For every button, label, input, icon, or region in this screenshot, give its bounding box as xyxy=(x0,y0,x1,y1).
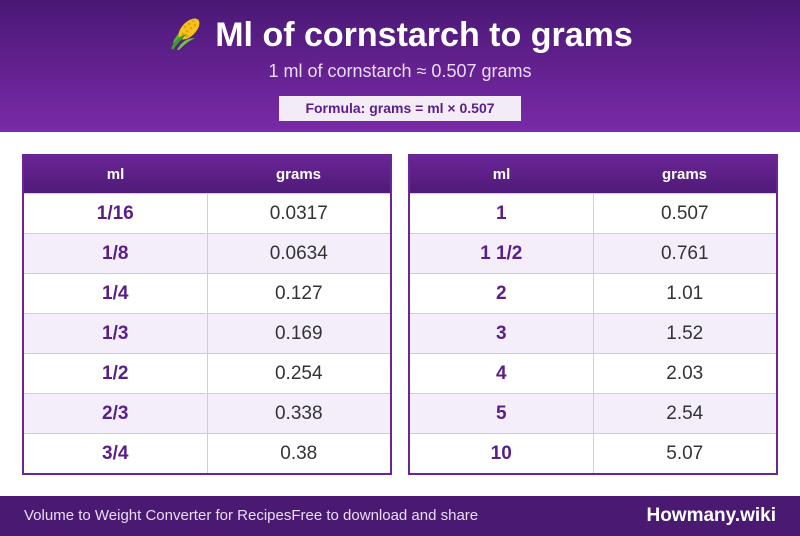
conversion-table-right: ml grams 1 0.507 1 1/2 0.761 2 1.01 3 1.52 4… xyxy=(408,154,778,475)
table-row: 1 1/2 0.761 xyxy=(410,233,776,273)
column-header-ml: ml xyxy=(106,166,125,183)
grams-cell: 0.0634 xyxy=(269,243,328,264)
grams-cell: 0.761 xyxy=(660,243,709,264)
grams-cell: 2.54 xyxy=(666,403,704,424)
ml-cell: 5 xyxy=(410,394,594,433)
table-row: 3/4 0.38 xyxy=(24,433,390,473)
column-header-grams: grams xyxy=(275,166,322,183)
grams-cell: 0.127 xyxy=(274,283,323,304)
table-row: 1/4 0.127 xyxy=(24,273,390,313)
subtitle: 1 ml of cornstarch ≈ 0.507 grams xyxy=(268,61,532,81)
conversion-table-left: ml grams 1/16 0.0317 1/8 0.0634 1/4 0.127 1… xyxy=(22,154,392,475)
grams-cell: 1.01 xyxy=(666,283,704,304)
grams-cell: 2.03 xyxy=(666,363,704,384)
ml-cell: 1/3 xyxy=(24,314,208,353)
column-header-grams: grams xyxy=(661,166,708,183)
footer: Volume to Weight Converter for RecipesFr… xyxy=(0,496,800,536)
table-row: 1/2 0.254 xyxy=(24,353,390,393)
table-row: 2 1.01 xyxy=(410,273,776,313)
ml-cell: 10 xyxy=(410,434,594,473)
table-row: 1 0.507 xyxy=(410,193,776,233)
ml-cell: 1/8 xyxy=(24,234,208,273)
table-row: 2/3 0.338 xyxy=(24,393,390,433)
ml-cell: 1/16 xyxy=(24,194,208,233)
ml-cell: 2/3 xyxy=(24,394,208,433)
table-row: 4 2.03 xyxy=(410,353,776,393)
table-row: 5 2.54 xyxy=(410,393,776,433)
column-header-ml: ml xyxy=(492,166,511,183)
footer-tagline: Free to download and share xyxy=(291,507,479,524)
grams-cell: 5.07 xyxy=(666,443,704,464)
footer-description-text: Volume to Weight Converter for Recipes xyxy=(24,507,292,524)
table-row: 10 5.07 xyxy=(410,433,776,473)
ml-cell: 3 xyxy=(410,314,594,353)
grams-cell: 0.507 xyxy=(660,203,709,224)
title-text: Ml of cornstarch to grams xyxy=(215,16,633,54)
ml-cell: 2 xyxy=(410,274,594,313)
grams-cell: 0.338 xyxy=(274,403,323,424)
grams-cell: 0.169 xyxy=(274,323,323,344)
grams-cell: 0.0317 xyxy=(269,203,328,224)
ml-cell: 1 xyxy=(410,194,594,233)
formula-badge: Formula: grams = ml × 0.507 xyxy=(279,96,521,121)
table-row: 1/16 0.0317 xyxy=(24,193,390,233)
ml-cell: 1 1/2 xyxy=(410,234,594,273)
table-row: 1/8 0.0634 xyxy=(24,233,390,273)
grams-cell: 0.38 xyxy=(280,443,318,464)
page-title: Ml of cornstarch to grams xyxy=(0,12,800,57)
grams-cell: 1.52 xyxy=(666,323,704,344)
ml-cell: 1/4 xyxy=(24,274,208,313)
ml-cell: 4 xyxy=(410,354,594,393)
table-header: ml grams xyxy=(410,156,776,193)
ml-cell: 3/4 xyxy=(24,434,208,473)
table-row: 1/3 0.169 xyxy=(24,313,390,353)
corn-icon xyxy=(171,18,200,50)
table-row: 3 1.52 xyxy=(410,313,776,353)
footer-brand[interactable]: Howmany.wiki xyxy=(646,505,776,526)
footer-description: Volume to Weight Converter for RecipesFr… xyxy=(24,496,478,536)
ml-cell: 1/2 xyxy=(24,354,208,393)
grams-cell: 0.254 xyxy=(274,363,323,384)
header: Ml of cornstarch to grams 1 ml of cornst… xyxy=(0,0,800,132)
table-header: ml grams xyxy=(24,156,390,193)
